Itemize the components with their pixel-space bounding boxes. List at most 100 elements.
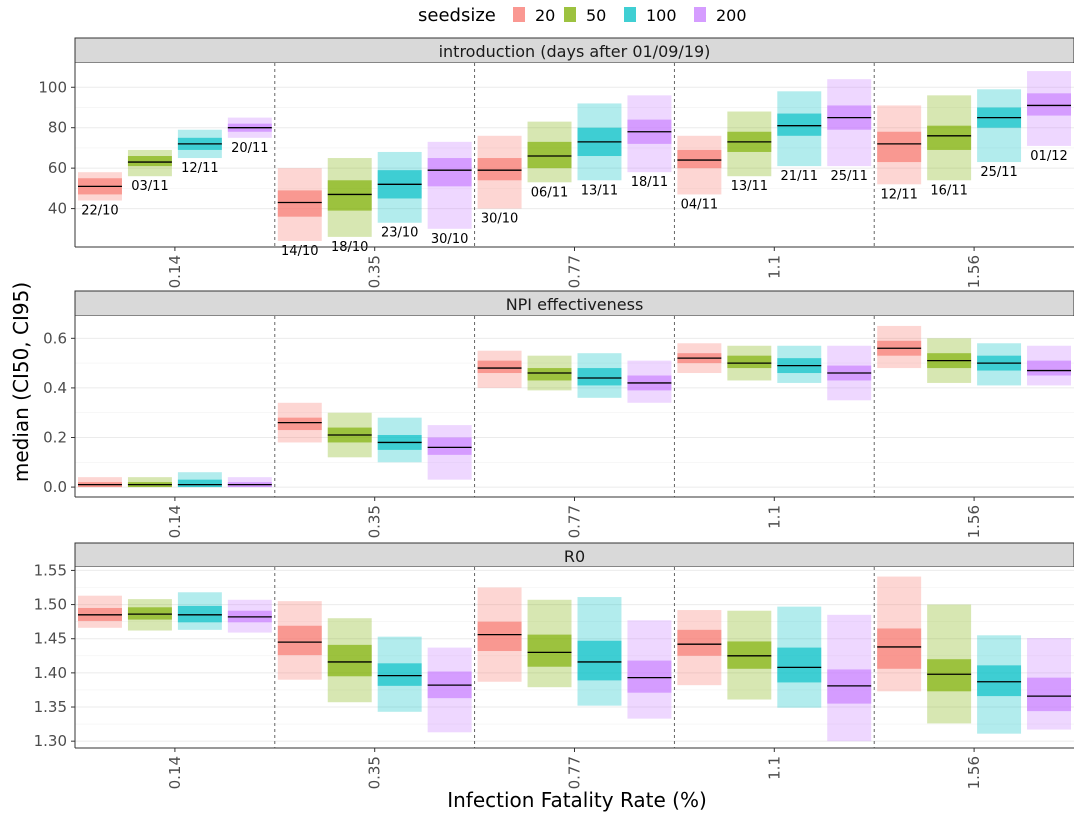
y-tick-label: 0.0 — [43, 478, 67, 496]
x-tick-label: 1.1 — [765, 756, 783, 780]
x-tick-label: 0.77 — [566, 505, 584, 538]
y-tick-label: 1.30 — [34, 732, 67, 750]
crossbar-0.77-50: 06/11 — [527, 121, 572, 200]
crossbar-0.14-50 — [127, 477, 172, 488]
y-tick-label: 0.4 — [43, 379, 67, 397]
date-label: 25/11 — [980, 165, 1017, 180]
x-tick-label: 0.14 — [166, 756, 184, 789]
x-tick-label: 0.35 — [366, 255, 384, 288]
crossbar-1.56-20 — [877, 576, 922, 692]
crossbar-0.14-200 — [227, 599, 272, 633]
crossbar-1.56-50: 16/11 — [927, 95, 972, 198]
crossbar-1.56-100 — [977, 635, 1022, 734]
crossbar-1.56-50 — [927, 604, 972, 724]
crossbar-0.77-200: 18/11 — [627, 95, 672, 190]
legend-key-100 — [624, 7, 636, 22]
panel-title: R0 — [564, 547, 585, 566]
crossbar-0.77-100 — [577, 597, 622, 706]
crossbar-0.14-20 — [77, 477, 122, 488]
date-label: 30/10 — [431, 232, 468, 247]
date-label: 25/11 — [830, 169, 867, 184]
crossbar-0.77-20 — [477, 587, 522, 682]
y-tick-label: 40 — [48, 200, 67, 218]
crossbar-1.56-200: 01/12 — [1027, 71, 1072, 164]
x-axis-title: Infection Fatality Rate (%) — [447, 788, 707, 812]
crossbar-0.35-200 — [427, 425, 472, 480]
crossbar-0.35-50: 18/10 — [327, 158, 372, 255]
crossbar-1.1-50 — [727, 610, 772, 700]
date-label: 13/11 — [581, 183, 618, 198]
crossbar-0.35-100 — [377, 417, 422, 463]
legend-key-50 — [564, 7, 576, 22]
crossbar-1.1-20: 04/11 — [677, 135, 722, 212]
crossbar-0.35-200: 30/10 — [427, 141, 472, 247]
crossbar-1.1-100: 21/11 — [777, 91, 822, 184]
crossbar-0.35-100: 23/10 — [377, 151, 422, 241]
legend-key-20 — [513, 7, 525, 22]
y-tick-label: 1.50 — [34, 596, 67, 614]
date-label: 14/10 — [281, 244, 318, 259]
date-label: 18/11 — [631, 175, 668, 190]
crossbar-0.14-100 — [177, 472, 222, 488]
crossbar-0.77-100 — [577, 353, 622, 398]
crossbar-1.1-100 — [777, 606, 822, 708]
panel-title: introduction (days after 01/09/19) — [439, 42, 711, 61]
date-label: 23/10 — [381, 226, 418, 241]
x-tick-label: 0.77 — [566, 255, 584, 288]
crossbar-0.35-20 — [277, 402, 322, 443]
crossbar-1.1-50: 13/11 — [727, 111, 772, 194]
legend-label-20: 20 — [535, 6, 555, 25]
legend-key-200 — [694, 7, 706, 22]
crossbar-0.77-200 — [627, 360, 672, 403]
crossbar-0.14-200 — [227, 477, 272, 488]
x-tick-label: 0.35 — [366, 505, 384, 538]
x-tick-label: 1.56 — [965, 255, 983, 288]
crossbar-0.14-50 — [127, 599, 172, 631]
crossbar-1.56-100: 25/11 — [977, 89, 1022, 180]
x-tick-label: 1.56 — [965, 756, 983, 789]
date-label: 13/11 — [731, 179, 768, 194]
crossbar-0.14-200: 20/11 — [227, 117, 272, 156]
date-label: 30/10 — [481, 212, 518, 227]
crossbar-1.1-100 — [777, 345, 822, 383]
crossbar-0.35-200 — [427, 647, 472, 733]
crossbar-1.56-50 — [927, 338, 972, 383]
y-tick-label: 100 — [38, 78, 67, 96]
crossbar-1.56-200 — [1027, 638, 1072, 730]
y-tick-label: 1.40 — [34, 664, 67, 682]
crossbar-0.35-100 — [377, 636, 422, 712]
legend-label-100: 100 — [646, 6, 677, 25]
y-tick-label: 80 — [48, 119, 67, 137]
crossbar-1.1-20 — [677, 610, 722, 686]
x-tick-label: 0.14 — [166, 505, 184, 538]
panel-strip — [74, 290, 1074, 317]
date-label: 21/11 — [781, 169, 818, 184]
crossbar-0.77-50 — [527, 355, 572, 391]
crossbar-0.14-20 — [77, 595, 122, 628]
crossbar-0.14-50: 03/11 — [127, 149, 172, 194]
crossbar-1.56-20: 12/11 — [877, 105, 922, 202]
date-label: 22/10 — [81, 203, 118, 218]
crossbar-1.56-200 — [1027, 345, 1072, 386]
crossbar-1.1-200: 25/11 — [827, 79, 872, 184]
crossbar-1.1-200 — [827, 345, 872, 401]
y-tick-label: 1.45 — [34, 630, 67, 648]
crossbar-1.1-200 — [827, 614, 872, 742]
date-label: 03/11 — [131, 179, 168, 194]
x-tick-label: 0.77 — [566, 756, 584, 789]
facet-panels: introduction (days after 01/09/19) 40 60 80… — [34, 37, 1074, 789]
y-axis-title: median (CI50, CI95) — [9, 282, 33, 482]
panel-1: introduction (days after 01/09/19) 40 60 80… — [38, 37, 1074, 288]
y-tick-label: 0.2 — [43, 428, 67, 446]
y-tick-label: 1.55 — [34, 561, 67, 579]
legend-title: seedsize — [418, 5, 496, 26]
date-label: 01/12 — [1030, 149, 1067, 164]
legend-label-50: 50 — [586, 6, 606, 25]
crossbar-0.14-100: 12/11 — [177, 129, 222, 176]
date-label: 12/11 — [880, 187, 917, 202]
crossbar-0.14-100 — [177, 592, 222, 630]
crossbar-0.77-20: 30/10 — [477, 135, 522, 227]
legend: seedsize 20 50 100 200 — [418, 5, 747, 26]
crossbar-1.1-50 — [727, 345, 772, 381]
